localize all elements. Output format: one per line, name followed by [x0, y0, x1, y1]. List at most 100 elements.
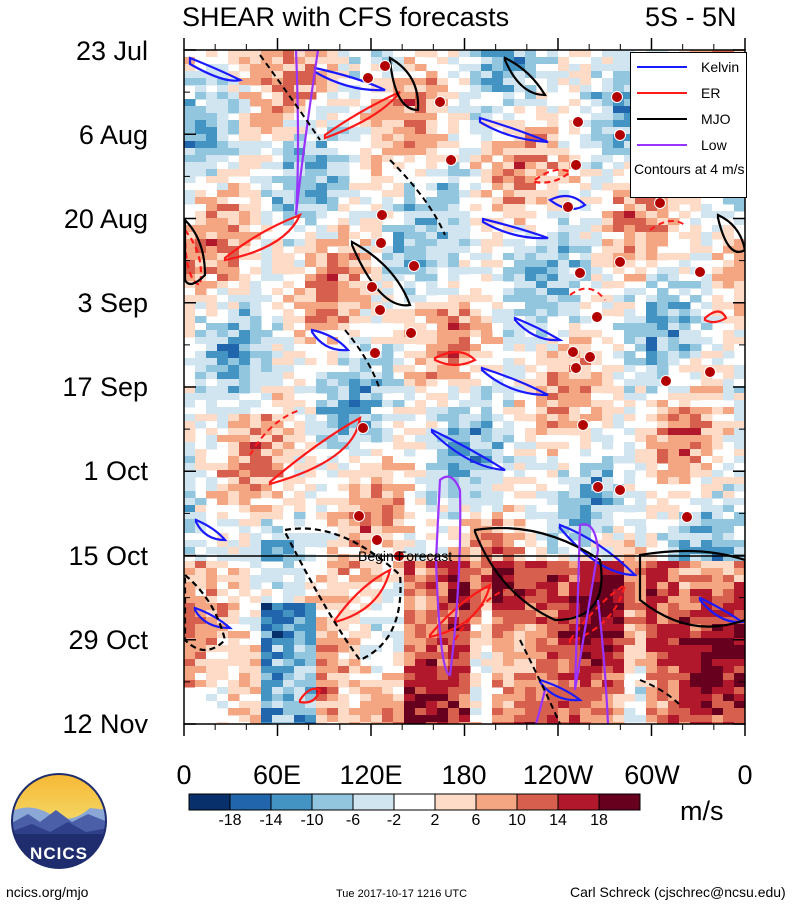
heat-cell: [558, 78, 570, 86]
heat-cell: [690, 582, 702, 590]
heat-cell: [349, 491, 361, 499]
heat-cell: [415, 666, 427, 674]
heat-cell: [217, 183, 229, 191]
heat-cell: [195, 442, 207, 450]
heat-cell: [668, 197, 680, 205]
heat-cell: [228, 708, 240, 716]
heat-cell: [283, 673, 295, 681]
heat-cell: [272, 393, 284, 401]
heat-cell: [349, 694, 361, 702]
heat-cell: [195, 379, 207, 387]
cyclone-marker-icon: [615, 257, 626, 268]
heat-cell: [382, 596, 394, 604]
heat-cell: [514, 365, 526, 373]
heat-cell: [426, 330, 438, 338]
heat-cell: [690, 295, 702, 303]
heat-cell: [294, 365, 306, 373]
heat-cell: [206, 428, 218, 436]
heat-cell: [239, 505, 251, 513]
heat-cell: [228, 435, 240, 443]
heat-cell: [305, 162, 317, 170]
heat-cell: [217, 379, 229, 387]
heat-cell: [305, 638, 317, 646]
heat-cell: [316, 722, 328, 730]
heat-cell: [316, 176, 328, 184]
heat-cell: [569, 603, 581, 611]
heat-cell: [195, 78, 207, 86]
heat-cell: [316, 624, 328, 632]
heat-cell: [591, 673, 603, 681]
heat-cell: [294, 645, 306, 653]
heat-cell: [272, 99, 284, 107]
heat-cell: [591, 400, 603, 408]
heat-cell: [470, 141, 482, 149]
heat-cell: [624, 652, 636, 660]
heat-cell: [393, 120, 405, 128]
heat-cell: [602, 638, 614, 646]
heat-cell: [580, 302, 592, 310]
heat-cell: [338, 519, 350, 527]
heat-cell: [470, 127, 482, 135]
heat-cell: [624, 533, 636, 541]
heat-cell: [305, 358, 317, 366]
heat-cell: [481, 414, 493, 422]
heat-cell: [360, 323, 372, 331]
heat-cell: [624, 428, 636, 436]
heat-cell: [250, 568, 262, 576]
heat-cell: [635, 694, 647, 702]
heat-cell: [371, 498, 383, 506]
heat-cell: [294, 631, 306, 639]
heat-cell: [239, 526, 251, 534]
heat-cell: [448, 463, 460, 471]
heat-cell: [690, 442, 702, 450]
heat-cell: [217, 176, 229, 184]
heat-cell: [668, 442, 680, 450]
heat-cell: [514, 456, 526, 464]
heat-cell: [536, 190, 548, 198]
heat-cell: [305, 484, 317, 492]
heat-cell: [393, 491, 405, 499]
heat-cell: [393, 330, 405, 338]
heat-cell: [624, 253, 636, 261]
heat-cell: [437, 365, 449, 373]
heat-cell: [338, 92, 350, 100]
heat-cell: [448, 337, 460, 345]
heat-cell: [316, 498, 328, 506]
heat-cell: [327, 603, 339, 611]
heat-cell: [272, 344, 284, 352]
heat-cell: [470, 267, 482, 275]
heat-cell: [393, 386, 405, 394]
heat-cell: [602, 344, 614, 352]
heat-cell: [635, 498, 647, 506]
heat-cell: [646, 218, 658, 226]
heat-cell: [712, 302, 724, 310]
heat-cell: [624, 218, 636, 226]
heat-cell: [624, 295, 636, 303]
heat-cell: [250, 484, 262, 492]
heat-cell: [646, 659, 658, 667]
heat-cell: [558, 155, 570, 163]
heat-cell: [734, 456, 746, 464]
heat-cell: [503, 204, 515, 212]
heat-cell: [239, 113, 251, 121]
heat-cell: [206, 379, 218, 387]
heat-cell: [382, 358, 394, 366]
heat-cell: [294, 638, 306, 646]
heat-cell: [250, 365, 262, 373]
heat-cell: [481, 183, 493, 191]
heat-cell: [382, 127, 394, 135]
heat-cell: [382, 435, 394, 443]
heat-cell: [536, 379, 548, 387]
heat-cell: [712, 484, 724, 492]
heat-cell: [250, 92, 262, 100]
heat-cell: [646, 316, 658, 324]
heat-cell: [349, 659, 361, 667]
heat-cell: [657, 526, 669, 534]
heat-cell: [503, 99, 515, 107]
heat-cell: [624, 344, 636, 352]
heat-cell: [404, 365, 416, 373]
heat-cell: [327, 701, 339, 709]
heat-cell: [437, 701, 449, 709]
heat-cell: [525, 183, 537, 191]
heat-cell: [371, 414, 383, 422]
